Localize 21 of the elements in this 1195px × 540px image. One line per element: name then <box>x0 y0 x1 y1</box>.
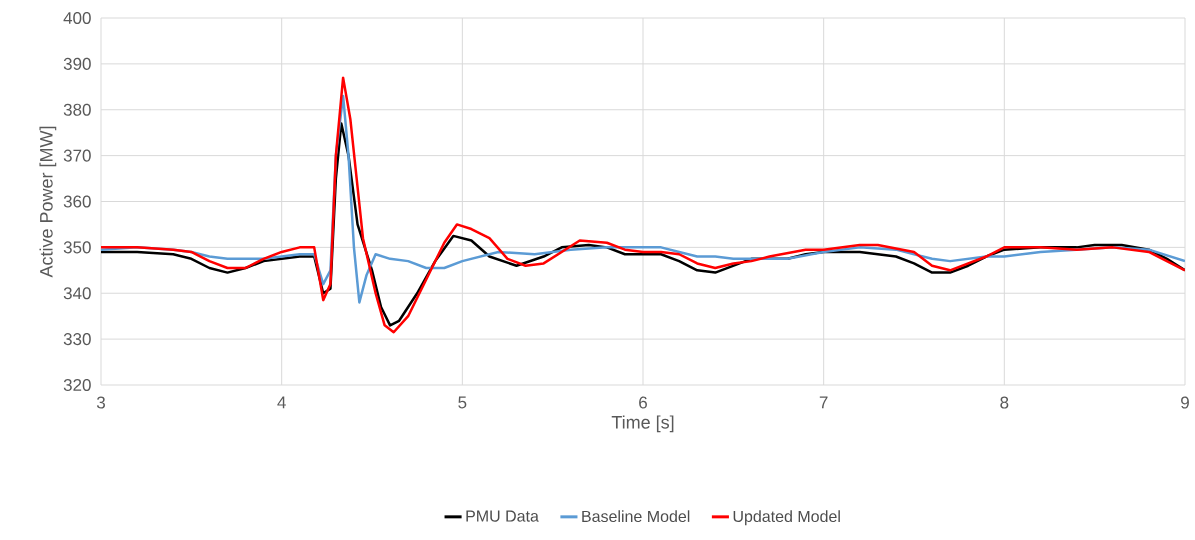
y-tick-label: 320 <box>63 378 91 392</box>
x-tick-label: 3 <box>96 396 105 409</box>
x-tick-label: 6 <box>639 396 647 409</box>
y-axis-title: Active Power [MW] <box>39 126 57 278</box>
legend-label: Updated Model <box>733 510 840 526</box>
x-tick-label: 7 <box>819 396 828 409</box>
y-tick-label: 400 <box>63 11 91 25</box>
x-tick-label: 8 <box>1000 396 1009 409</box>
y-tick-label: 380 <box>63 103 91 116</box>
x-axis-title: Time [s] <box>611 415 674 433</box>
y-tick-label: 360 <box>63 195 91 208</box>
y-tick-label: 340 <box>63 287 91 300</box>
y-tick-label: 350 <box>63 241 91 254</box>
legend-label: Baseline Model <box>582 510 690 523</box>
legend-label: PMU Data <box>466 510 539 522</box>
y-tick-label: 370 <box>63 149 91 162</box>
x-tick-label: 5 <box>458 396 467 409</box>
y-tick-label: 330 <box>63 333 91 346</box>
x-tick-label: 9 <box>1181 396 1189 409</box>
x-tick-label: 4 <box>277 396 286 409</box>
y-tick-label: 390 <box>63 57 91 70</box>
